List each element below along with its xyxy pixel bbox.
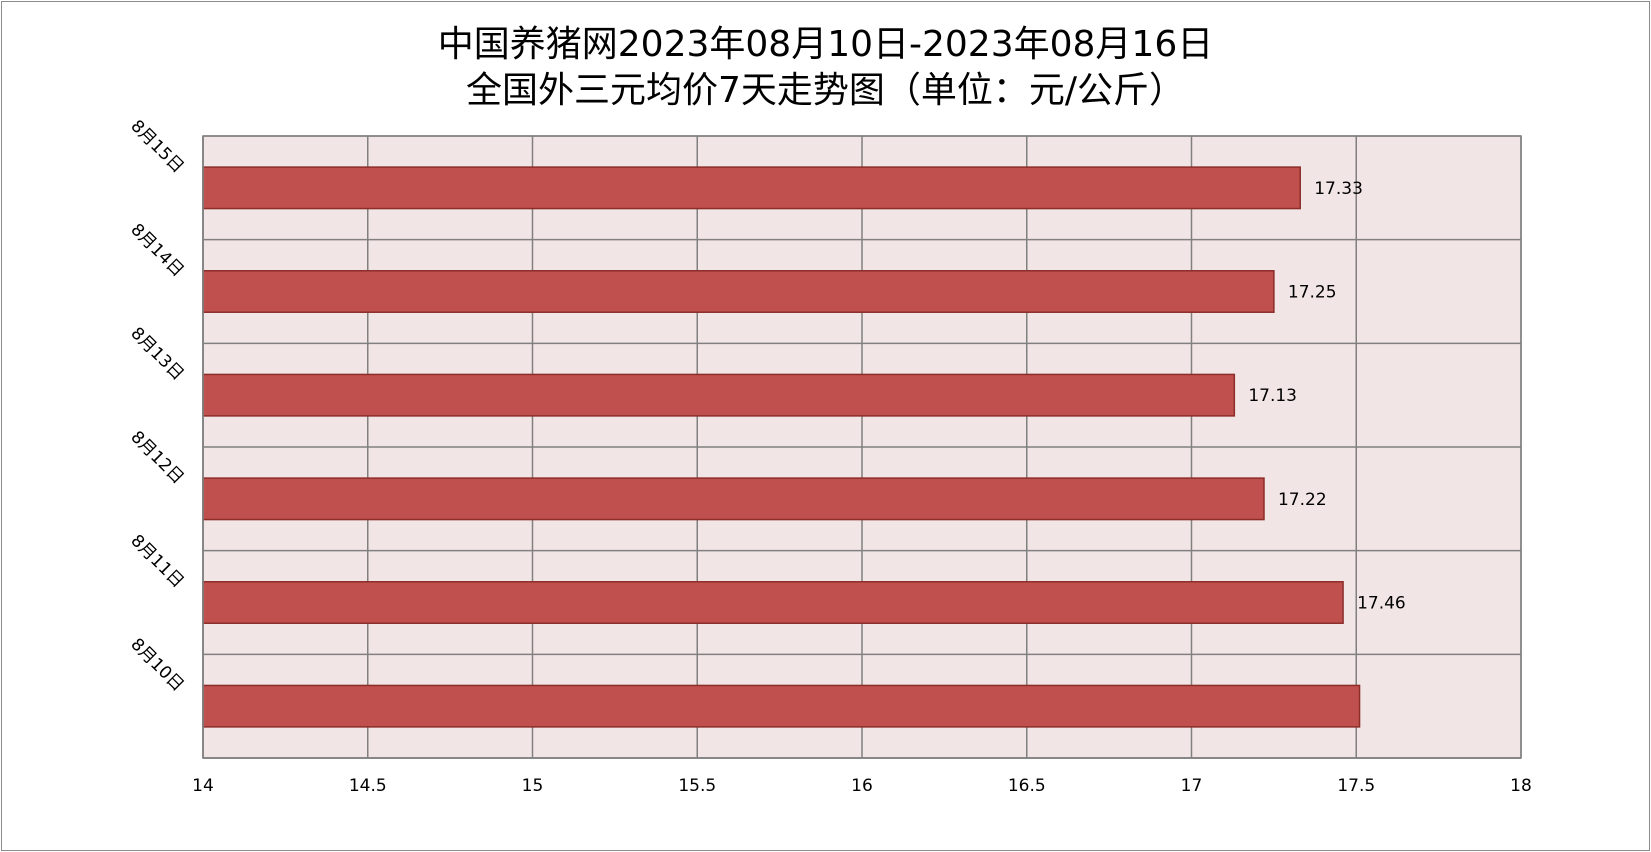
x-tick-label: 15.5 bbox=[678, 776, 716, 796]
y-tick-label: 8月13日 bbox=[126, 324, 187, 385]
bar bbox=[202, 166, 1301, 210]
chart-title-line-2: 全国外三元均价7天走势图（单位：元/公斤） bbox=[465, 70, 1186, 111]
bar bbox=[202, 477, 1265, 521]
y-tick-label: 8月11日 bbox=[126, 531, 187, 592]
plot-border bbox=[202, 135, 1522, 759]
y-tick-label: 8月14日 bbox=[126, 220, 187, 281]
chart-title: 中国养猪网2023年08月10日-2023年08月16日 全国外三元均价7天走势… bbox=[0, 22, 1651, 114]
data-label: 17.33 bbox=[1314, 179, 1363, 199]
data-label: 17.46 bbox=[1357, 594, 1406, 614]
bar bbox=[202, 581, 1344, 624]
x-tick-label: 18 bbox=[1510, 776, 1532, 796]
bar bbox=[202, 270, 1275, 313]
x-tick-label: 14.5 bbox=[349, 776, 387, 796]
y-tick-label: 8月15日 bbox=[126, 116, 187, 177]
data-label: 17.22 bbox=[1278, 490, 1327, 510]
data-label: 17.13 bbox=[1248, 386, 1297, 406]
x-tick-label: 14 bbox=[192, 776, 214, 796]
x-tick-label: 16.5 bbox=[1008, 776, 1046, 796]
y-tick-label: 8月10日 bbox=[126, 635, 187, 696]
x-tick-label: 17.5 bbox=[1337, 776, 1375, 796]
chart-title-line-1: 中国养猪网2023年08月10日-2023年08月16日 bbox=[437, 24, 1214, 65]
x-tick-label: 15 bbox=[522, 776, 544, 796]
x-tick-label: 17 bbox=[1181, 776, 1203, 796]
x-tick-label: 16 bbox=[851, 776, 873, 796]
y-tick-label: 8月12日 bbox=[126, 427, 187, 488]
data-label: 17.25 bbox=[1288, 283, 1337, 303]
bar bbox=[202, 373, 1236, 417]
bar bbox=[202, 684, 1361, 728]
